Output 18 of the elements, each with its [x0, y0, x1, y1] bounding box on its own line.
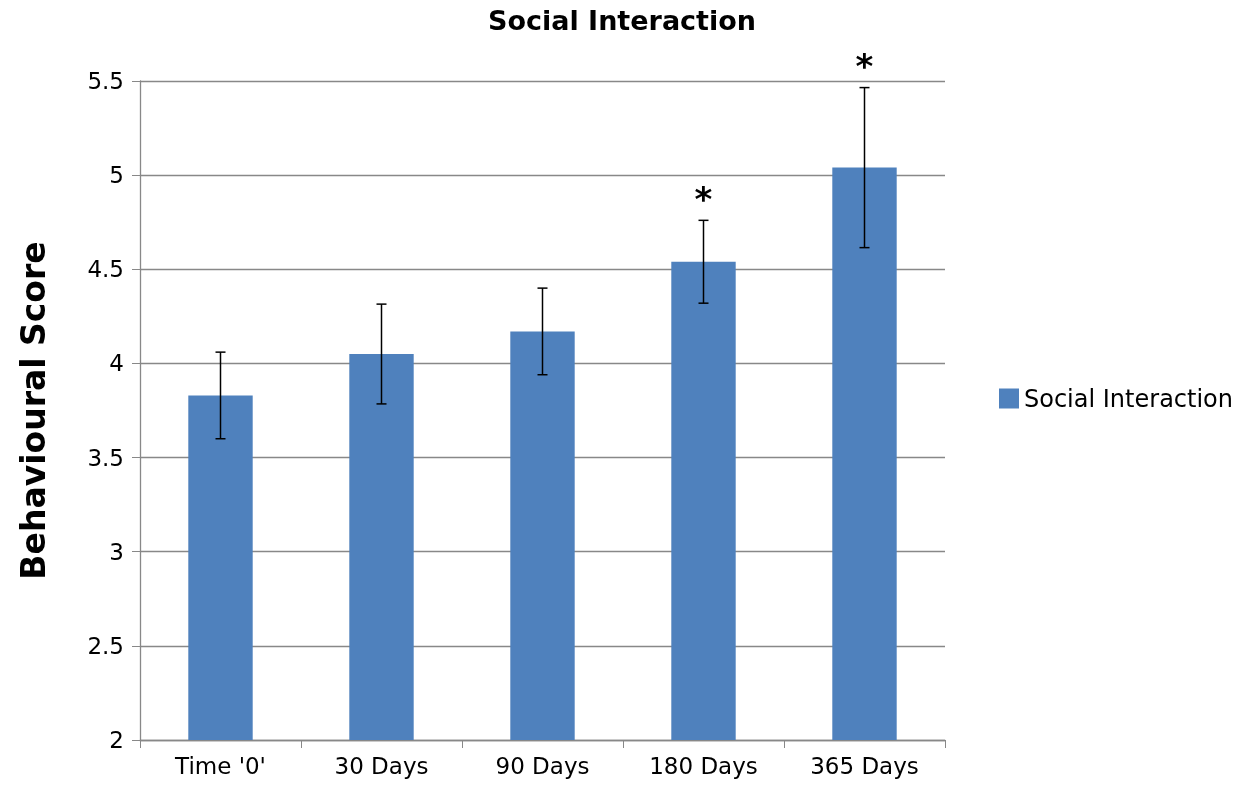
y-tick-label: 2.5 — [87, 632, 124, 659]
x-tick-label: 365 Days — [810, 752, 919, 779]
y-tick-label: 5.5 — [87, 68, 124, 94]
y-tick-label: 4 — [109, 350, 124, 377]
annotation: * — [694, 179, 713, 220]
y-tick-label: 4.5 — [87, 256, 124, 283]
x-tick-label: 30 Days — [334, 752, 429, 779]
y-tick-label: 5 — [109, 162, 124, 189]
y-tick-label: 3.5 — [87, 444, 124, 471]
y-axis-title: Behavioural Score — [14, 241, 53, 580]
y-tick-label: 3 — [109, 538, 124, 565]
x-tick-label: Time '0' — [174, 752, 266, 779]
x-tick-label: 180 Days — [649, 752, 758, 779]
legend-label: Social Interaction — [1024, 384, 1234, 413]
annotation: * — [855, 45, 874, 86]
y-tick-label: 2 — [109, 727, 124, 753]
chart-title: Social Interaction — [487, 5, 757, 36]
x-tick-label: 90 Days — [495, 752, 590, 779]
